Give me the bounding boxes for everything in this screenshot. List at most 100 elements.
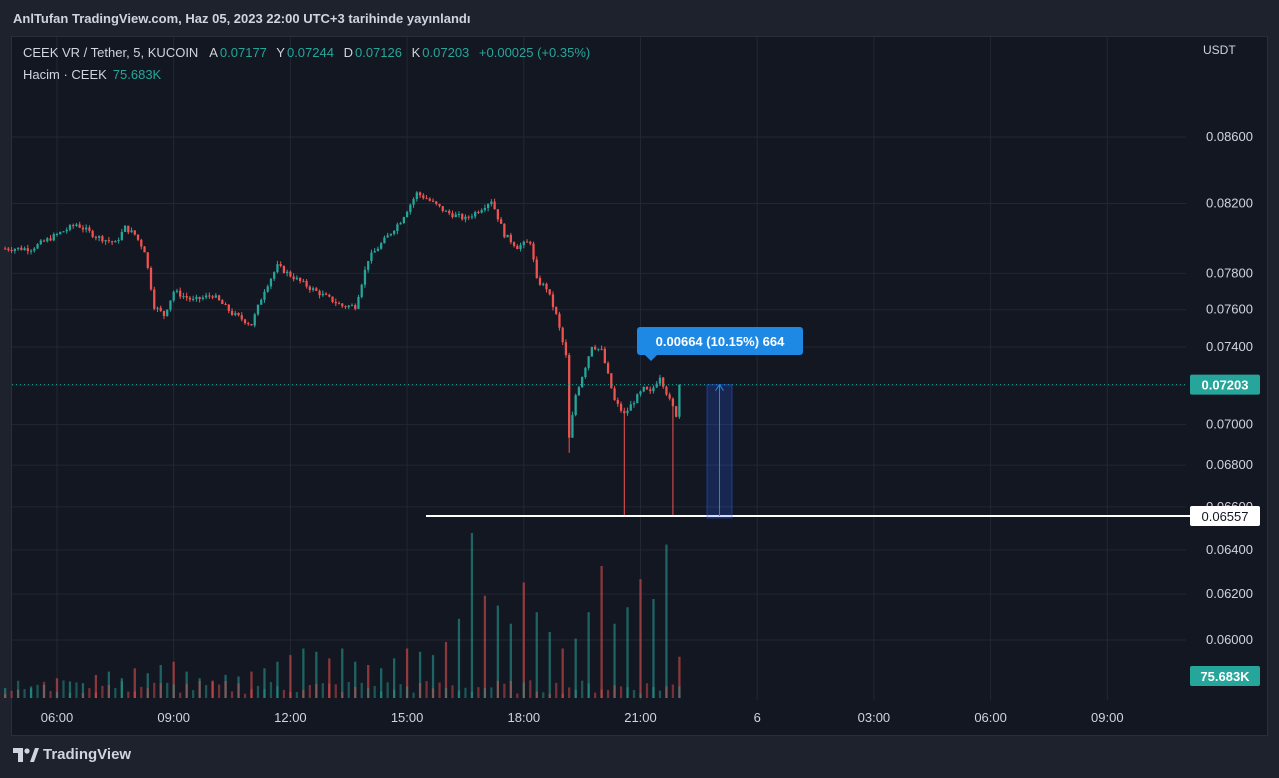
volume-bar [68, 681, 72, 698]
volume-bar [192, 690, 195, 698]
publish-bar: AnlTufan TradingView.com, Haz 05, 2023 2… [0, 0, 1279, 36]
tradingview-logo[interactable]: TradingView [13, 746, 131, 763]
volume-bar [315, 684, 318, 698]
candle-body [551, 294, 555, 308]
candle-body [603, 348, 606, 364]
candle-body [140, 239, 143, 247]
open-value: 0.07177 [219, 45, 267, 60]
volume-bar [211, 680, 214, 698]
volume-bar [140, 686, 143, 698]
volume-bar [587, 683, 590, 698]
candle-body [409, 204, 412, 212]
candle-body [243, 319, 247, 324]
candle-body [315, 288, 318, 291]
y-tick-label: 0.08200 [1206, 196, 1253, 211]
volume-bar [626, 607, 629, 698]
candle-body [613, 388, 616, 401]
candle-body [334, 301, 337, 304]
high-value: 0.07244 [286, 45, 334, 60]
candle-body [645, 386, 649, 390]
candle-body [104, 240, 107, 242]
y-tick-label: 0.07400 [1206, 339, 1253, 354]
y-tick-label: 0.06400 [1206, 542, 1253, 557]
candle-body [451, 213, 454, 218]
volume-bar [606, 689, 610, 698]
candle-body [509, 234, 512, 243]
volume-label[interactable]: Hacim · CEEK [23, 67, 107, 82]
x-tick-label: 6 [754, 710, 761, 725]
x-tick-label: 03:00 [858, 710, 891, 725]
volume-bar [185, 671, 188, 698]
volume-bar [172, 661, 175, 698]
candle-body [279, 264, 282, 267]
candle-body [328, 294, 331, 297]
volume-bar [678, 656, 681, 698]
volume-bar [490, 687, 493, 698]
candle-body [678, 384, 681, 417]
x-tick-label: 21:00 [624, 710, 657, 725]
candle-body [20, 247, 23, 251]
candle-body [7, 248, 10, 250]
candle-body [253, 314, 256, 326]
volume-bar [62, 680, 65, 698]
volume-bar [75, 682, 78, 698]
candle-body [195, 296, 198, 299]
candle-body [98, 236, 101, 238]
open-label: A [209, 45, 218, 60]
candle-body [415, 192, 418, 200]
volume-bar [146, 673, 149, 698]
candle-body [169, 300, 172, 310]
volume-bar [263, 689, 266, 698]
candle-body [26, 248, 29, 252]
volume-bar [166, 682, 169, 698]
candle-body [214, 295, 217, 298]
volume-bar [101, 685, 104, 698]
symbol-title[interactable]: CEEK VR / Tether, 5, KUCOIN [23, 45, 199, 60]
volume-bar [127, 691, 130, 698]
candle-body [623, 410, 626, 414]
close-value: 0.07203 [422, 45, 470, 60]
volume-bar [418, 651, 422, 698]
candle-body [380, 243, 383, 249]
candle-body [185, 296, 188, 298]
candle-body [577, 387, 581, 396]
volume-bar [444, 641, 448, 698]
candle-body [571, 415, 574, 438]
candle-body [386, 235, 389, 238]
candle-body [182, 296, 185, 298]
candle-body [548, 289, 551, 295]
candle-body [626, 410, 629, 414]
candle-body [29, 250, 33, 252]
x-tick-label: 18:00 [508, 710, 541, 725]
candle-body [675, 406, 678, 417]
candle-body [179, 290, 182, 297]
candle-body [629, 404, 632, 411]
volume-bar [276, 686, 279, 698]
volume-bar [250, 689, 253, 698]
candle-body [587, 356, 590, 368]
volume-group [3, 533, 681, 698]
volume-bar [159, 665, 162, 698]
candle-body [363, 269, 367, 285]
volume-bar [302, 689, 305, 698]
candle-body [558, 313, 561, 328]
candle-body [33, 248, 36, 251]
volume-bar [496, 605, 500, 698]
volume-bar [16, 689, 20, 698]
volume-bar [431, 655, 435, 698]
candle-body [344, 306, 347, 308]
candle-body [321, 293, 324, 296]
candle-body [133, 230, 136, 235]
y-tick-label: 0.06000 [1206, 632, 1253, 647]
volume-bar [198, 680, 201, 698]
volume-bar [42, 681, 46, 698]
candle-body [619, 403, 623, 411]
currency-label[interactable]: USDT [1203, 43, 1236, 57]
candle-body [606, 363, 610, 374]
volume-bar [444, 688, 448, 698]
volume-bar [341, 648, 344, 698]
candle-body [292, 276, 295, 280]
volume-bar [522, 582, 525, 698]
x-tick-label: 09:00 [1091, 710, 1124, 725]
